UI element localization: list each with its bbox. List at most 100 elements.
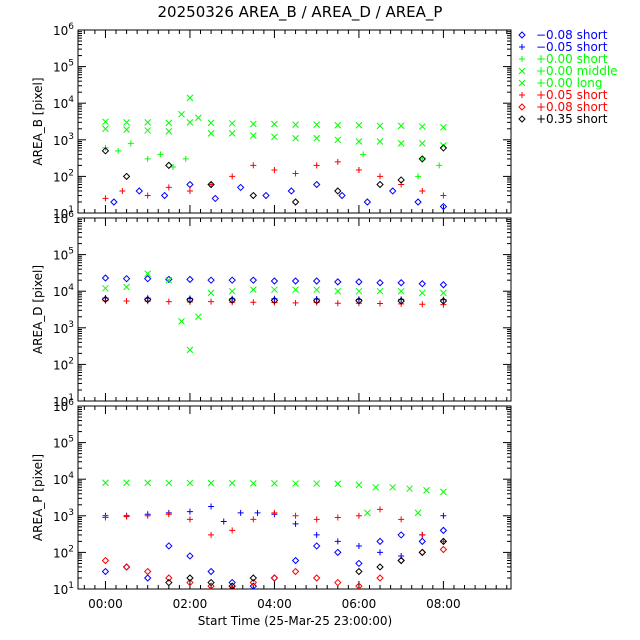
- data-point: [376, 122, 384, 130]
- data-point: [123, 118, 130, 126]
- data-point: [355, 166, 362, 173]
- data-point: [355, 512, 362, 519]
- data-point: [157, 151, 164, 158]
- data-point: [195, 114, 202, 122]
- data-point: [418, 155, 426, 163]
- data-point: [207, 276, 215, 284]
- data-point: [160, 191, 169, 200]
- y-tick-exponent: 4: [68, 283, 74, 293]
- data-point: [292, 286, 299, 294]
- data-point: [144, 192, 151, 199]
- data-point: [207, 130, 215, 137]
- data-point: [123, 126, 130, 133]
- legend-marker: [518, 115, 526, 123]
- legend-marker: [518, 79, 526, 87]
- data-point: [397, 279, 405, 287]
- y-tick-label: 106: [53, 22, 74, 38]
- data-point: [364, 509, 371, 517]
- y-tick-base: 10: [53, 249, 68, 263]
- legend-item: +0.05 short: [519, 88, 608, 102]
- data-point: [398, 516, 405, 523]
- data-point: [186, 479, 194, 487]
- data-point: [377, 300, 384, 307]
- legend-marker: [518, 31, 526, 39]
- data-point: [355, 559, 363, 568]
- series-group: [101, 144, 448, 206]
- series-group: [101, 295, 448, 305]
- y-tick-label: 102: [53, 356, 74, 372]
- data-point: [439, 297, 448, 305]
- legend-label: +0.08 short: [536, 100, 608, 114]
- x-tick-label: 06:00: [342, 597, 377, 611]
- series-group: [101, 526, 448, 589]
- data-point: [292, 512, 299, 519]
- data-point: [418, 139, 426, 147]
- data-point: [440, 123, 447, 131]
- data-point: [397, 176, 405, 184]
- data-point: [360, 151, 367, 158]
- data-point: [207, 289, 215, 297]
- data-point: [270, 296, 279, 305]
- data-point: [144, 270, 152, 278]
- data-point: [334, 278, 342, 286]
- data-point: [102, 125, 109, 133]
- y-tick-base: 10: [53, 134, 68, 148]
- legend-item: −0.08 short: [518, 28, 608, 42]
- data-point: [291, 198, 300, 206]
- y-tick-label: 105: [53, 59, 74, 75]
- data-point: [228, 479, 236, 487]
- panel-frame: [77, 217, 512, 402]
- y-tick-label: 103: [53, 132, 74, 148]
- data-point: [355, 287, 363, 295]
- data-point: [101, 147, 110, 155]
- data-point: [334, 121, 342, 129]
- y-tick-exponent: 2: [68, 168, 74, 178]
- data-point: [334, 480, 342, 488]
- data-point: [250, 162, 257, 169]
- data-point: [229, 527, 236, 534]
- data-point: [186, 94, 194, 102]
- data-point: [127, 140, 134, 147]
- y-tick-label: 105: [53, 435, 74, 451]
- y-tick-exponent: 1: [68, 393, 74, 403]
- y-tick-base: 10: [53, 395, 68, 409]
- y-tick-exponent: 4: [68, 95, 74, 105]
- data-point: [439, 202, 448, 211]
- data-point: [250, 299, 257, 306]
- data-point: [143, 574, 152, 582]
- data-point: [220, 518, 227, 525]
- data-point: [376, 563, 384, 571]
- y-tick-base: 10: [53, 61, 68, 75]
- legend-label: +0.05 short: [536, 88, 608, 102]
- data-point: [143, 274, 152, 283]
- data-point: [144, 155, 151, 162]
- data-point: [165, 578, 173, 587]
- data-point: [439, 545, 448, 554]
- y-tick-base: 10: [53, 212, 68, 226]
- data-point: [397, 531, 405, 539]
- data-point: [436, 162, 443, 169]
- y-tick-label: 102: [53, 168, 74, 184]
- data-point: [355, 481, 363, 489]
- data-point: [440, 289, 447, 297]
- data-point: [440, 192, 447, 199]
- data-point: [376, 138, 384, 145]
- data-point: [376, 279, 384, 287]
- data-point: [208, 298, 215, 305]
- y-tick-label: 102: [53, 544, 74, 560]
- y-tick-exponent: 1: [68, 205, 74, 215]
- data-point: [271, 480, 278, 487]
- data-point: [207, 119, 215, 127]
- data-point: [110, 198, 118, 206]
- y-tick-base: 10: [53, 473, 68, 487]
- y-tick-exponent: 5: [68, 435, 74, 445]
- data-point: [355, 542, 362, 549]
- data-point: [397, 556, 405, 565]
- data-point: [165, 511, 172, 518]
- data-point: [250, 516, 257, 523]
- y-tick-label: 104: [53, 471, 74, 487]
- y-tick-label: 101: [53, 393, 74, 409]
- data-point: [292, 170, 299, 177]
